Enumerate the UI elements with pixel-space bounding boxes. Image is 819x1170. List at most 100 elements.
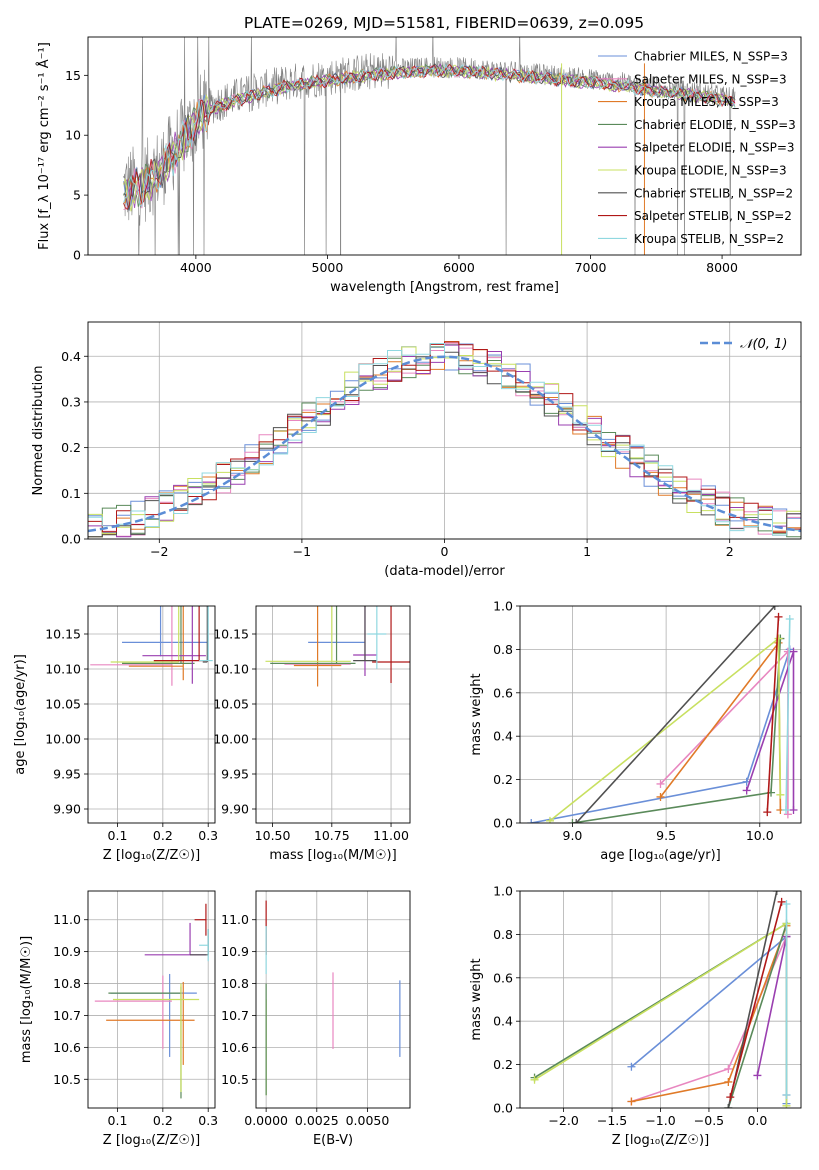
y-tick-label: 0.6 — [493, 970, 513, 985]
weight-marker — [776, 790, 785, 799]
y-tick-label: 10.9 — [221, 944, 249, 959]
x-tick-label: 10.0 — [746, 828, 774, 843]
y-axis-label: mass weight — [469, 958, 484, 1040]
x-tick-label: 10.75 — [314, 828, 350, 843]
y-tick-label: 15 — [65, 68, 81, 83]
ticks: 0.0000 0.0025 0.0050 10.5 10.6 10.7 10.8 10.9 11… — [221, 912, 389, 1128]
ticks: 10.50 10.75 11.00 9.90 9.95 10.00 10.05 10.10 10… — [213, 627, 409, 844]
weight-line — [659, 640, 782, 811]
y-tick-label: 11.0 — [53, 912, 81, 927]
weight-marker — [789, 805, 798, 814]
legend-label: Kroupa MILES, N_SSP=3 — [634, 95, 779, 109]
x-tick-label: 0.3 — [198, 828, 218, 843]
x-tick-label: 8000 — [706, 260, 738, 275]
model-spectrum — [123, 63, 736, 211]
x-tick-label: 10.50 — [255, 828, 291, 843]
spectrum-lines — [123, 37, 736, 255]
weight-marker — [572, 819, 581, 823]
y-tick-label: 10.9 — [53, 944, 81, 959]
weight-line — [766, 616, 780, 813]
axes-frame — [519, 605, 802, 824]
x-axis-label: age [log₁₀(age/yr)] — [600, 848, 721, 863]
y-tick-label: 0.4 — [493, 1014, 513, 1029]
mass-weight-vs-metallicity-panel: −2.0 −1.5 −1.0 −0.5 0.0 0.0 0.2 0.4 0.6 0.8 1.0 Z [… — [469, 884, 802, 1148]
grid-lines — [520, 890, 801, 1109]
x-axis-label: mass [log₁₀(M/M☉)] — [269, 848, 396, 863]
histograms — [88, 341, 801, 538]
y-tick-label: 10.6 — [221, 1040, 249, 1055]
y-tick-label: 10.15 — [45, 627, 81, 642]
y-tick-label: 0.0 — [493, 1101, 513, 1116]
legend-label: Chabrier MILES, N_SSP=3 — [634, 50, 788, 64]
weight-lines — [527, 606, 798, 823]
y-axis-label: mass [log₁₀(M/M☉)] — [19, 936, 34, 1063]
y-tick-label: 0.4 — [493, 729, 513, 744]
grid-lines — [88, 606, 215, 823]
y-tick-label: 9.90 — [221, 802, 249, 817]
x-tick-label: 5000 — [312, 260, 344, 275]
weight-marker — [724, 1077, 733, 1086]
weight-marker — [782, 1090, 791, 1099]
axes-frame — [255, 605, 411, 824]
weight-marker — [785, 615, 794, 624]
y-tick-label: 0.8 — [493, 642, 513, 657]
x-tick-label: 0 — [441, 544, 449, 559]
y-axis-label: Normed distribution — [31, 366, 46, 496]
axes-frame — [87, 890, 216, 1109]
x-tick-label: 0.0050 — [346, 1113, 390, 1128]
axes-frame — [255, 890, 411, 1109]
ticks: 0.1 0.2 0.3 9.90 9.95 10.00 10.05 10.10 10.15 — [45, 627, 218, 844]
legend-label: Salpeter STELIB, N_SSP=2 — [634, 209, 792, 223]
y-tick-label: 0 — [73, 248, 81, 263]
weight-marker — [782, 805, 791, 814]
y-tick-label: 0.2 — [493, 772, 513, 787]
normal-curve — [88, 355, 801, 533]
weight-marker — [783, 810, 792, 819]
weight-marker — [789, 647, 798, 656]
legend-label: 𝒩(0, 1) — [740, 337, 787, 352]
y-tick-label: 10.10 — [213, 662, 249, 677]
y-tick-label: 10.7 — [53, 1008, 81, 1023]
legend-label: Kroupa ELODIE, N_SSP=3 — [634, 164, 787, 178]
weight-lines — [530, 891, 791, 1108]
x-axis-label: wavelength [Angstrom, rest frame] — [330, 280, 559, 295]
x-tick-label: 7000 — [575, 260, 607, 275]
weight-marker — [770, 606, 779, 610]
y-tick-label: 0.8 — [493, 927, 513, 942]
x-tick-label: −2 — [150, 544, 168, 559]
x-tick-label: −0.5 — [694, 1113, 724, 1128]
x-axis-label: E(B-V) — [313, 1133, 353, 1148]
age-vs-metallicity-panel: 0.1 0.2 0.3 9.90 9.95 10.00 10.05 10.10 10.15 Z [… — [13, 605, 218, 863]
mass-vs-metallicity-panel: 0.1 0.2 0.3 10.5 10.6 10.7 10.8 10.9 11.0 Z [log₁… — [19, 890, 218, 1148]
x-tick-label: 0.3 — [198, 1113, 218, 1128]
weight-marker — [627, 1097, 636, 1106]
x-tick-label: −2.0 — [548, 1113, 578, 1128]
weight-marker — [777, 897, 786, 906]
y-tick-label: 10.6 — [53, 1040, 81, 1055]
error-bars — [94, 903, 209, 1099]
x-tick-label: 0.2 — [153, 1113, 173, 1128]
weight-marker — [568, 819, 577, 823]
y-tick-label: 10.15 — [213, 627, 249, 642]
x-tick-label: −1 — [293, 544, 311, 559]
axes-frame — [87, 321, 802, 540]
x-axis-label: Z [log₁₀(Z/Z☉)] — [103, 1133, 200, 1148]
x-tick-label: 11.00 — [373, 828, 409, 843]
weight-marker — [627, 1062, 636, 1071]
weight-marker — [772, 891, 781, 895]
y-tick-label: 9.95 — [221, 767, 249, 782]
weight-marker — [530, 1075, 539, 1084]
y-tick-label: 0.6 — [493, 685, 513, 700]
age-vs-mass-panel: 10.50 10.75 11.00 9.90 9.95 10.00 10.05 10.10 10… — [213, 605, 411, 863]
y-tick-label: 0.0 — [61, 532, 81, 547]
y-tick-label: 10 — [65, 128, 81, 143]
y-tick-label: 0.4 — [61, 349, 81, 364]
y-axis-label: mass weight — [469, 673, 484, 755]
axes-frame — [87, 605, 216, 824]
weight-line — [549, 636, 782, 822]
error-bars — [265, 900, 401, 1096]
y-tick-label: 0.3 — [61, 394, 81, 409]
x-axis-label: Z [log₁₀(Z/Z☉)] — [612, 1133, 709, 1148]
y-axis-label: Flux [f_λ 10⁻¹⁷ erg cm⁻² s⁻¹ Å⁻¹] — [36, 42, 52, 250]
